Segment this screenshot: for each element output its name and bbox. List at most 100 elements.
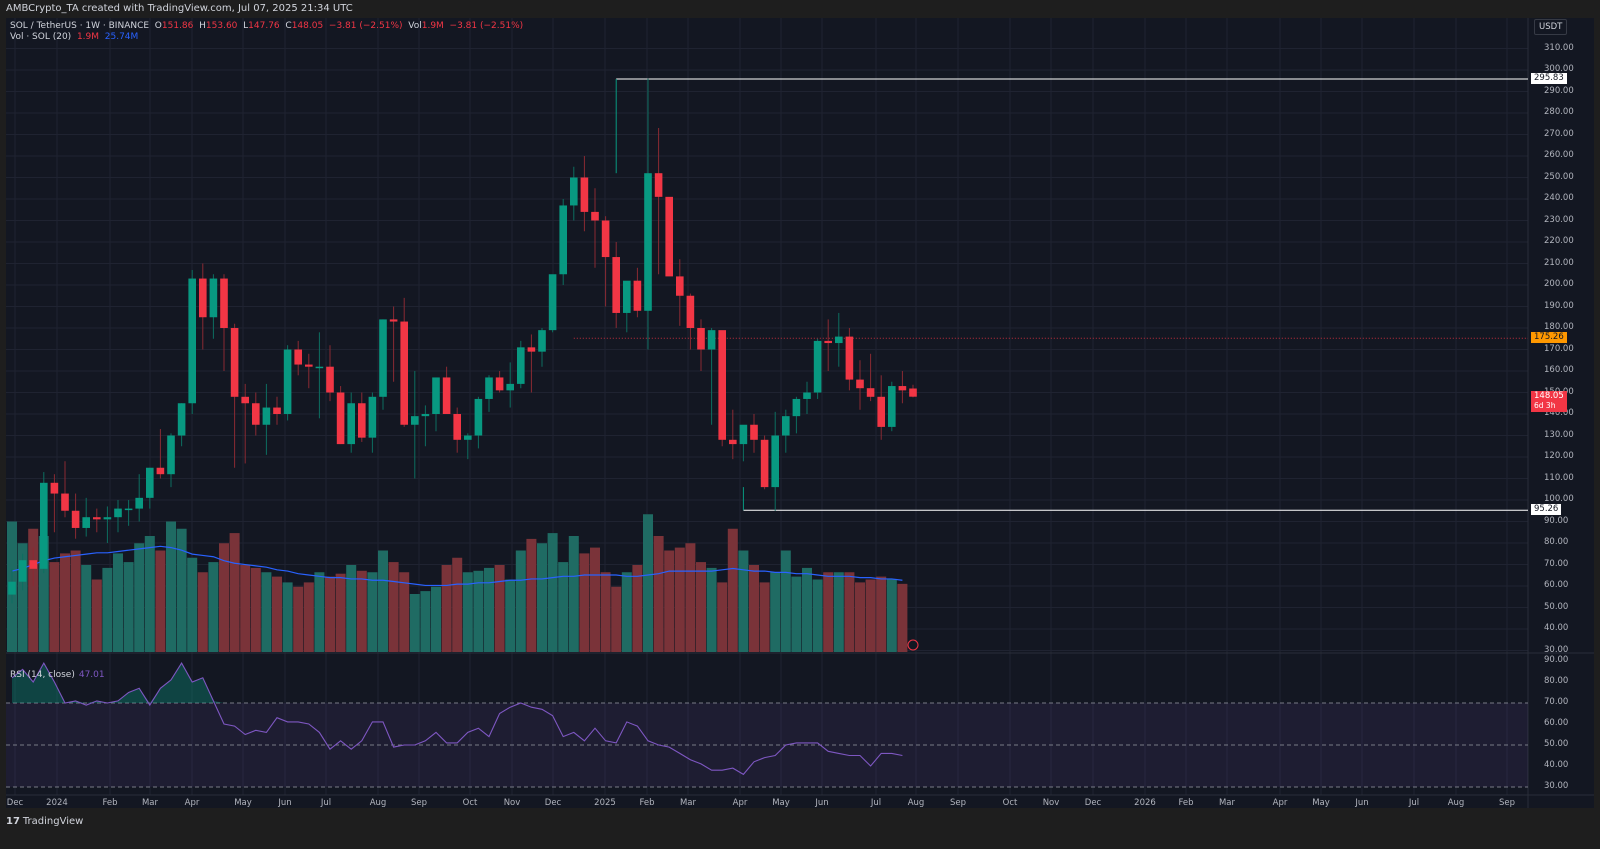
volume-bar [674, 547, 685, 652]
volume-bar [367, 572, 378, 652]
candle [782, 409, 790, 453]
rsi-tick-label: 40.00 [1544, 760, 1569, 770]
candle [591, 188, 599, 268]
candle [336, 386, 345, 445]
volume-legend: Vol · SOL (20) 1.9M 25.74M [10, 32, 523, 43]
candle [845, 328, 854, 391]
price-tick-label: 190.00 [1544, 300, 1574, 311]
time-tick-label: Apr [184, 798, 200, 808]
candle [633, 267, 642, 318]
candle [241, 383, 249, 464]
candle [750, 414, 758, 453]
volume-bar [325, 576, 335, 652]
volume-bar [473, 570, 484, 652]
volume-bar [420, 591, 431, 652]
candle [71, 493, 80, 539]
time-tick-label: Sep [949, 798, 967, 808]
time-tick-label: Feb [1178, 798, 1194, 808]
time-tick-label: Oct [462, 798, 478, 808]
candle [358, 392, 366, 442]
volume-bar [431, 586, 441, 652]
volume-bar [144, 536, 155, 652]
price-level-tag[interactable]: 175.26 [1531, 332, 1567, 344]
candle [294, 340, 302, 376]
rsi-indicator-name[interactable]: RSI (14, close) [10, 670, 75, 680]
volume-bar [388, 562, 399, 652]
volume-bar [38, 536, 49, 652]
rsi-tick-label: 70.00 [1544, 697, 1569, 707]
volume-bar [346, 565, 357, 652]
time-tick-label: 2025 [594, 798, 616, 808]
volume-bar [526, 538, 537, 652]
rsi-tick-label: 60.00 [1544, 718, 1569, 728]
rsi-legend: RSI (14, close) 47.01 [10, 670, 105, 680]
price-tick-label: 130.00 [1544, 429, 1574, 440]
candle [453, 407, 461, 453]
candle [61, 461, 69, 518]
candle [792, 396, 801, 434]
volume-bar [600, 572, 611, 652]
volume-ma-line [11, 545, 903, 587]
volume-bar [632, 565, 643, 652]
price-level-tag[interactable]: 295.83 [1531, 72, 1567, 84]
vol-value: 1.9M [421, 21, 444, 31]
volume-bar [812, 579, 823, 652]
symbol-name[interactable]: SOL / TetherUS · 1W · BINANCE [10, 21, 150, 31]
candle [18, 553, 27, 591]
volume-bar [197, 572, 208, 652]
candle [474, 396, 483, 449]
price-tick-label: 220.00 [1544, 236, 1574, 246]
volume-bar [823, 572, 834, 652]
candle [273, 396, 281, 425]
price-tick-label: 40.00 [1544, 623, 1569, 633]
candle [156, 429, 165, 479]
volume-bar [176, 528, 187, 652]
price-tick-label: 310.00 [1544, 42, 1574, 53]
candle [654, 128, 663, 275]
last-price-tag[interactable]: 148.05 6d 3h [1531, 390, 1567, 412]
time-tick-label: Jun [815, 798, 829, 808]
candle [548, 274, 557, 333]
candle [50, 474, 59, 533]
price-tick-label: 90.00 [1544, 515, 1569, 526]
volume-bar [780, 550, 791, 652]
price-level-tag[interactable]: 95.26 [1531, 504, 1562, 516]
candle [485, 375, 493, 412]
candle [644, 78, 652, 350]
candle [389, 306, 398, 382]
volume-ma-value: 25.74M [104, 32, 139, 42]
rsi-value: 47.01 [78, 670, 105, 680]
volume-bar [568, 536, 579, 652]
rsi-tick-label: 50.00 [1544, 739, 1569, 749]
price-tick-label: 230.00 [1544, 214, 1574, 225]
volume-bar [462, 572, 473, 652]
volume-indicator-name[interactable]: Vol · SOL (20) [10, 32, 72, 42]
time-tick-label: Dec [1084, 798, 1102, 808]
candle [527, 334, 536, 393]
candle [230, 323, 239, 468]
alert-bolt-icon[interactable] [907, 639, 919, 651]
candle [421, 405, 430, 447]
currency-button[interactable]: USDT [1534, 19, 1568, 35]
price-tick-label: 260.00 [1544, 150, 1574, 160]
price-tick-label: 140.00 [1544, 408, 1574, 418]
candle [209, 274, 218, 339]
time-tick-label: Mar [141, 798, 159, 808]
price-tick-label: 250.00 [1544, 171, 1574, 182]
time-tick-label: Jun [1355, 798, 1369, 808]
volume-bar [166, 521, 176, 652]
candle [442, 366, 451, 414]
candle [813, 338, 822, 399]
volume-bar [643, 514, 653, 652]
volume-bar [293, 586, 304, 652]
volume-bar [833, 572, 844, 652]
volume-bar [314, 572, 325, 652]
candle [8, 568, 16, 604]
candle [283, 345, 292, 421]
vol-change-value: −3.81 (−2.51%) [449, 21, 524, 31]
tradingview-logo[interactable]: 17 TradingView [6, 816, 84, 827]
price-tick-label: 100.00 [1544, 494, 1574, 504]
volume-bar [250, 567, 261, 652]
candle [432, 377, 440, 432]
